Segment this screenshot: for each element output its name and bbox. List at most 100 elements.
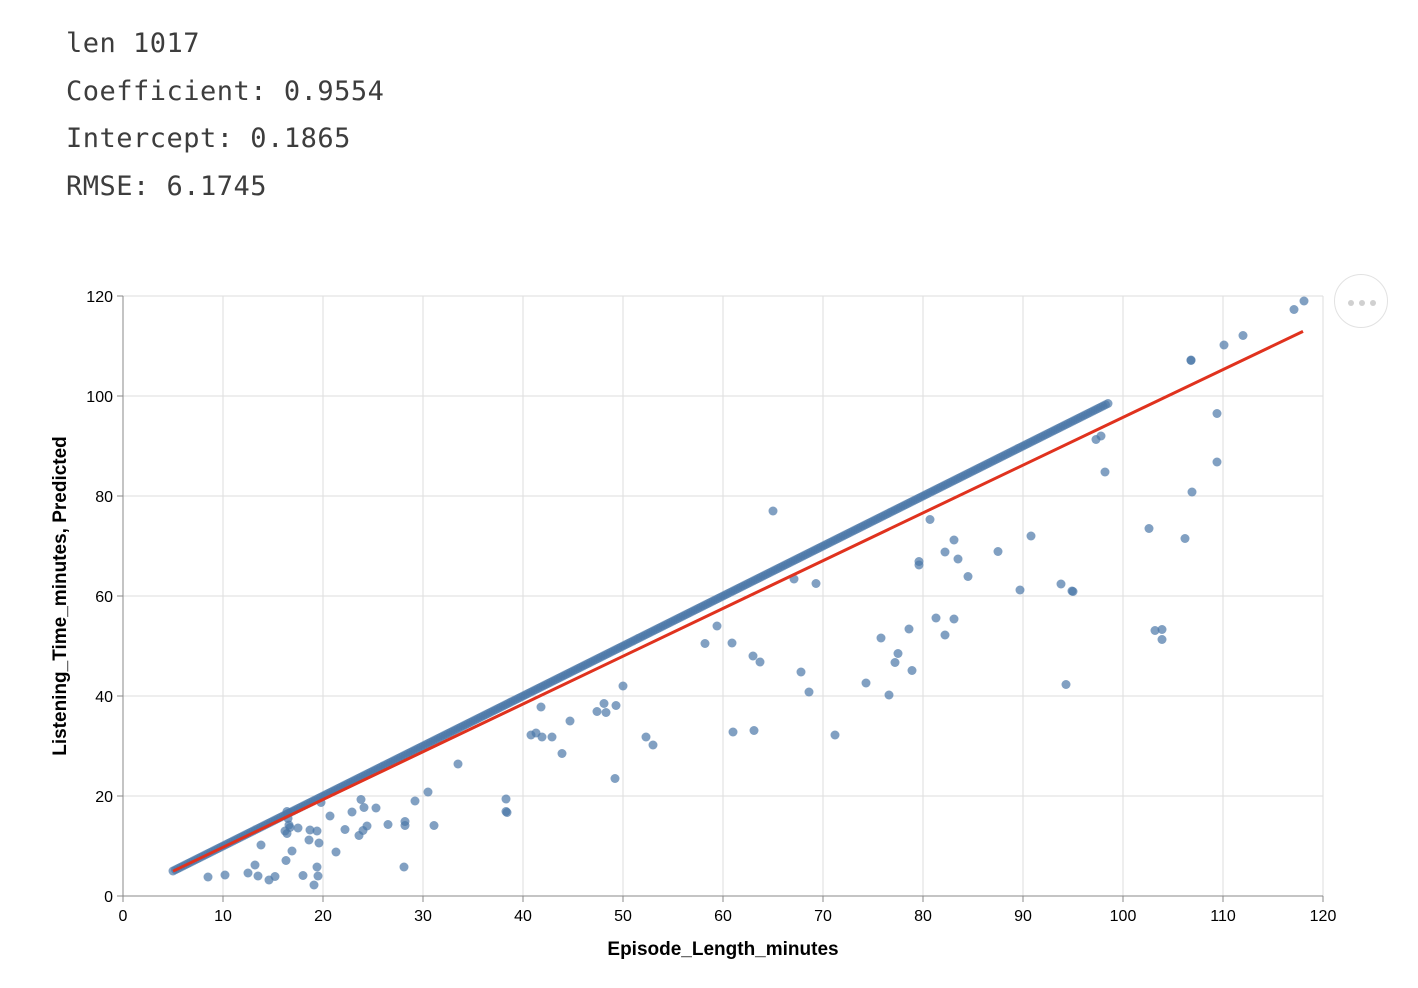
data-point bbox=[557, 749, 567, 758]
x-tick-label: 110 bbox=[1210, 908, 1236, 925]
data-point bbox=[1068, 587, 1078, 596]
data-point bbox=[1180, 534, 1190, 543]
data-point bbox=[748, 651, 758, 661]
data-point bbox=[1061, 680, 1071, 689]
y-tick-label: 120 bbox=[86, 289, 113, 306]
data-point bbox=[1150, 626, 1160, 635]
data-point bbox=[1187, 487, 1197, 497]
x-tick-label: 40 bbox=[514, 908, 532, 925]
data-point bbox=[749, 726, 759, 735]
data-point bbox=[313, 871, 323, 881]
data-point bbox=[354, 831, 364, 840]
data-point bbox=[884, 690, 894, 700]
len-text: len 1017 bbox=[66, 28, 201, 59]
data-point bbox=[264, 875, 274, 885]
data-point bbox=[804, 687, 814, 697]
data-point bbox=[453, 759, 463, 769]
data-point bbox=[963, 572, 973, 581]
chart-actions-menu-button[interactable] bbox=[1334, 274, 1388, 328]
data-point bbox=[861, 678, 871, 688]
intercept-text: Intercept: 0.1865 bbox=[66, 123, 351, 154]
data-point bbox=[1144, 524, 1154, 533]
data-point bbox=[893, 649, 903, 658]
data-point bbox=[1026, 531, 1036, 541]
data-point bbox=[768, 506, 778, 516]
data-point bbox=[925, 515, 935, 524]
data-point bbox=[811, 579, 821, 588]
x-tick-label: 50 bbox=[614, 908, 632, 925]
data-point bbox=[1212, 409, 1222, 418]
data-point bbox=[243, 868, 253, 878]
x-tick-label: 100 bbox=[1110, 908, 1137, 925]
x-tick-label: 120 bbox=[1310, 908, 1337, 925]
data-point bbox=[1212, 457, 1222, 467]
data-point bbox=[610, 774, 620, 783]
data-point bbox=[1238, 331, 1248, 340]
data-point bbox=[325, 811, 335, 821]
x-tick-label: 80 bbox=[914, 908, 932, 925]
data-point bbox=[359, 803, 369, 812]
data-point bbox=[203, 872, 213, 882]
y-tick-label: 0 bbox=[104, 889, 113, 906]
data-point bbox=[648, 740, 658, 750]
data-point bbox=[253, 871, 263, 881]
data-point bbox=[592, 707, 602, 716]
data-point bbox=[830, 730, 840, 740]
data-point bbox=[536, 702, 546, 712]
data-point bbox=[1100, 467, 1110, 477]
data-point bbox=[1219, 340, 1229, 350]
data-point bbox=[949, 614, 959, 624]
data-point bbox=[356, 795, 366, 804]
data-point bbox=[429, 821, 439, 830]
data-point bbox=[501, 794, 511, 804]
data-point bbox=[1299, 296, 1309, 306]
data-point bbox=[304, 835, 314, 845]
data-point bbox=[383, 820, 393, 829]
data-point bbox=[281, 856, 291, 865]
data-point bbox=[1157, 635, 1167, 644]
data-point bbox=[940, 630, 950, 640]
data-point bbox=[220, 870, 230, 880]
data-point bbox=[727, 638, 737, 648]
data-point bbox=[931, 613, 941, 623]
regression-stats: len 1017 Coefficient: 0.9554 Intercept: … bbox=[66, 20, 384, 210]
data-point bbox=[293, 823, 303, 833]
y-axis-label: Listening_Time_minutes, Predicted bbox=[50, 436, 71, 756]
data-point bbox=[312, 826, 322, 836]
data-point bbox=[400, 821, 410, 830]
data-point bbox=[347, 807, 357, 817]
y-tick-label: 20 bbox=[95, 789, 113, 806]
data-point bbox=[1056, 579, 1066, 589]
x-tick-label: 60 bbox=[714, 908, 732, 925]
data-point bbox=[993, 547, 1003, 556]
coefficient-text: Coefficient: 0.9554 bbox=[66, 75, 385, 107]
data-point bbox=[618, 681, 628, 691]
data-point bbox=[1289, 305, 1299, 314]
data-point bbox=[282, 829, 292, 838]
data-point bbox=[312, 862, 322, 872]
data-point bbox=[1157, 625, 1167, 634]
data-point bbox=[331, 847, 341, 857]
data-point bbox=[410, 796, 420, 806]
data-point bbox=[1103, 399, 1113, 408]
data-point bbox=[371, 803, 381, 813]
data-point bbox=[940, 547, 950, 557]
y-tick-label: 100 bbox=[86, 389, 113, 406]
data-point bbox=[526, 730, 536, 740]
chart-fit-line-group bbox=[172, 330, 1304, 873]
regression-fit-line bbox=[172, 330, 1304, 873]
y-tick-label: 80 bbox=[95, 489, 113, 506]
data-point bbox=[1186, 355, 1196, 365]
data-point bbox=[399, 862, 409, 872]
data-point bbox=[907, 666, 917, 675]
data-point bbox=[949, 535, 959, 545]
data-point bbox=[537, 732, 547, 742]
data-point bbox=[796, 667, 806, 677]
x-tick-label: 30 bbox=[414, 908, 432, 925]
data-point bbox=[700, 639, 710, 648]
data-point bbox=[876, 633, 886, 643]
data-point bbox=[502, 808, 512, 817]
data-point bbox=[547, 732, 557, 742]
data-point bbox=[1015, 585, 1025, 595]
